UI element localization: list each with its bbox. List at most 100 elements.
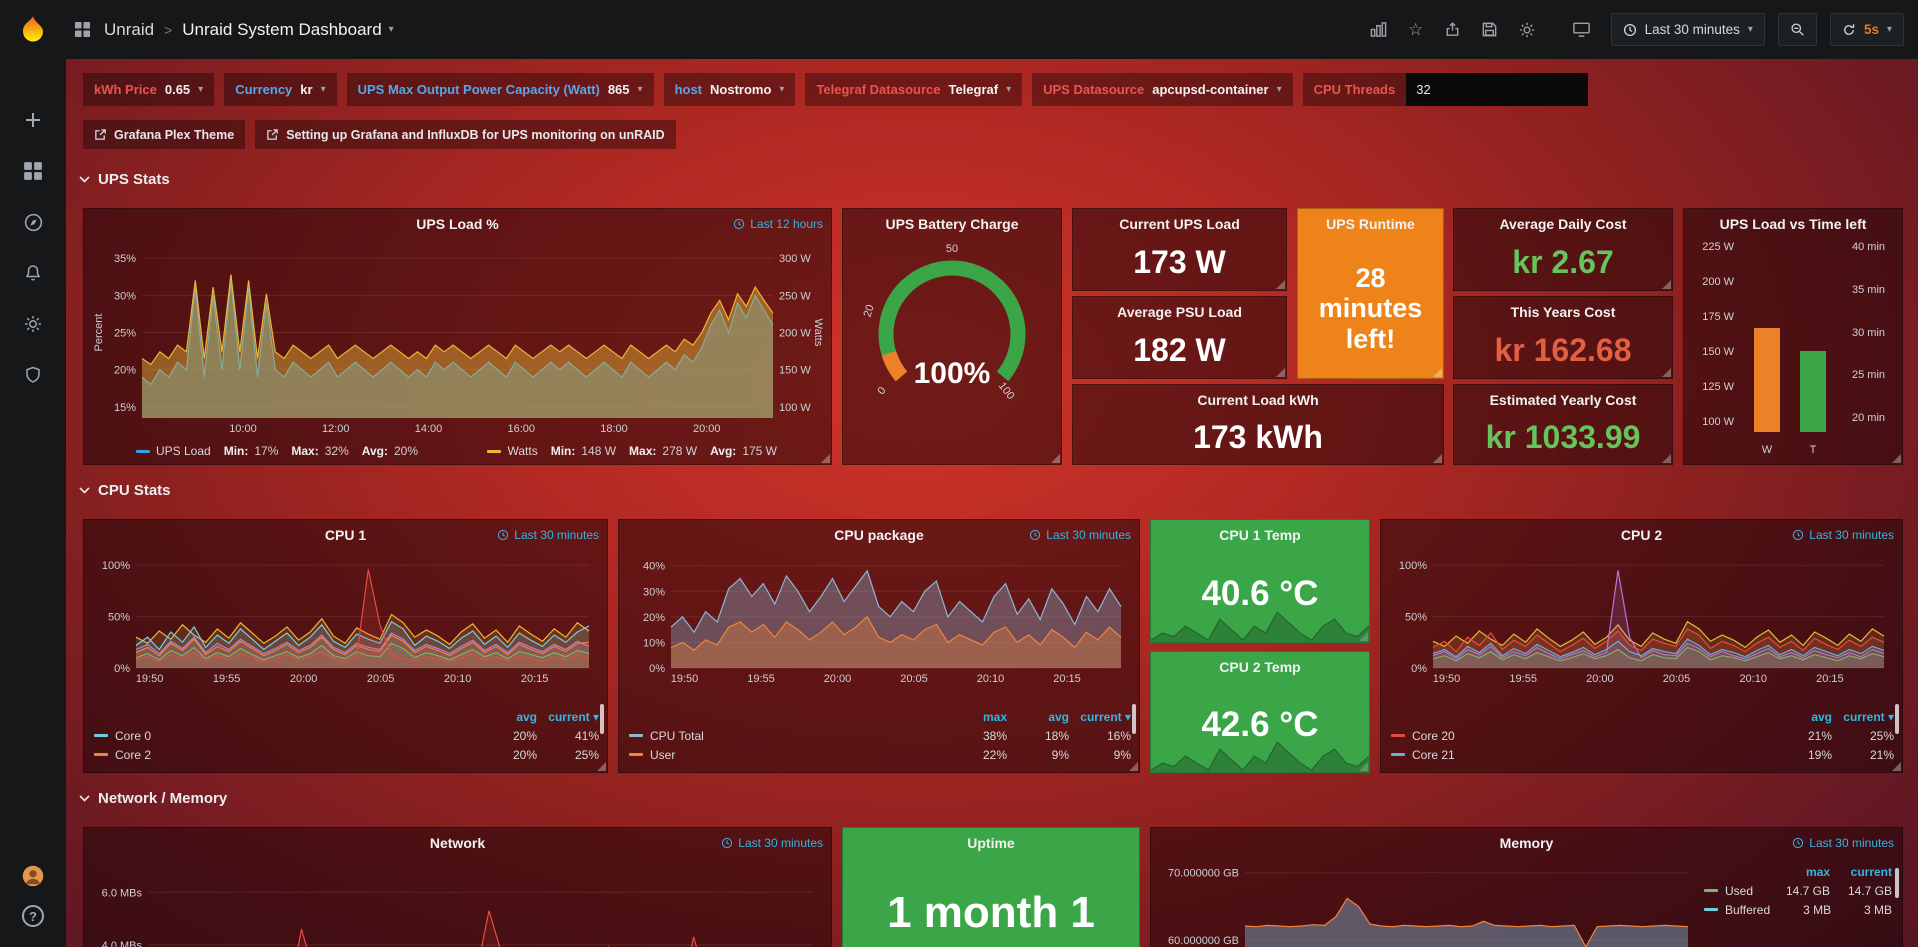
panel-resize-handle[interactable] — [1662, 454, 1671, 463]
legend-column-avg[interactable]: avg — [516, 709, 537, 724]
panel-time-override: Last 30 minutes — [1792, 836, 1894, 850]
panel-title[interactable]: Estimated Yearly Cost — [1489, 392, 1637, 408]
legend-series[interactable]: Core 21 — [1391, 748, 1770, 762]
help-icon[interactable]: ? — [22, 905, 44, 927]
panel-title[interactable]: CPU 2 Temp — [1219, 659, 1301, 675]
configuration-gear-icon[interactable] — [22, 313, 44, 335]
row-header-cpu-stats[interactable]: CPU Stats — [79, 482, 171, 499]
panel-title[interactable]: Memory — [1499, 835, 1554, 851]
server-admin-shield-icon[interactable] — [22, 364, 44, 386]
settings-gear-icon[interactable] — [1511, 14, 1543, 46]
legend-scrollbar[interactable] — [1895, 704, 1899, 734]
row-header-network-memory[interactable]: Network / Memory — [79, 790, 227, 807]
legend-series[interactable]: CPU Total — [629, 729, 945, 743]
panel-resize-handle[interactable] — [1276, 368, 1285, 377]
cpu1-chart[interactable]: 100% 50% 0% 19:50 19:55 20:00 20:05 20:10 20:15 — [90, 550, 601, 686]
dashboards-icon[interactable] — [22, 160, 44, 182]
panel-title[interactable]: Average PSU Load — [1117, 304, 1242, 320]
ups-vs-time-bars: 225 W 200 W 175 W 150 W 125 W 100 W W T 40 min 35… — [1690, 239, 1896, 458]
panel-title[interactable]: This Years Cost — [1510, 304, 1616, 320]
save-icon[interactable] — [1474, 14, 1506, 46]
panel-title[interactable]: Uptime — [967, 835, 1015, 851]
panel-title[interactable]: CPU 2 — [1620, 527, 1663, 543]
panel-title[interactable]: CPU 1 — [324, 527, 367, 543]
panel-title[interactable]: Current UPS Load — [1119, 216, 1240, 232]
add-panel-icon[interactable] — [1363, 14, 1395, 46]
panel-title[interactable]: UPS Battery Charge — [885, 216, 1019, 232]
legend-series[interactable]: Watts — [507, 444, 538, 458]
apps-grid-icon[interactable] — [66, 14, 98, 46]
panel-resize-handle[interactable] — [1051, 454, 1060, 463]
panel-resize-handle[interactable] — [1359, 762, 1368, 771]
legend-column-current[interactable]: current ▾ — [1080, 709, 1131, 724]
var-value[interactable]: kr — [300, 82, 313, 97]
panel-title[interactable]: CPU package — [834, 527, 924, 543]
panel-resize-handle[interactable] — [1433, 454, 1442, 463]
legend-column-max[interactable]: max — [982, 709, 1007, 724]
panel-resize-handle[interactable] — [1359, 632, 1368, 641]
avatar[interactable] — [22, 865, 44, 887]
panel-title[interactable]: CPU 1 Temp — [1219, 527, 1301, 543]
panel-title[interactable]: UPS Load % — [416, 216, 499, 232]
time-range-picker[interactable]: Last 30 minutes ▾ — [1610, 13, 1765, 46]
panel-title[interactable]: Network — [429, 835, 486, 851]
panel-title[interactable]: UPS Load vs Time left — [1719, 216, 1867, 232]
cpu-package-chart[interactable]: 40% 30% 20% 10% 0% 19:50 19:55 20:00 20:05 20:10 2… — [625, 550, 1133, 686]
panel-resize-handle[interactable] — [597, 762, 606, 771]
grafana-flame-icon — [23, 15, 43, 41]
legend-column-avg[interactable]: avg — [1048, 709, 1069, 724]
explore-compass-icon[interactable] — [22, 211, 44, 233]
legend-scrollbar[interactable] — [600, 704, 604, 734]
panel-resize-handle[interactable] — [1276, 280, 1285, 289]
star-icon[interactable]: ☆ — [1407, 19, 1424, 39]
legend-series[interactable]: Buffered — [1704, 903, 1770, 917]
cpu-threads-input[interactable] — [1406, 73, 1589, 106]
legend-series[interactable]: UPS Load — [156, 444, 211, 458]
cpu2-chart[interactable]: 100% 50% 0% 19:50 19:55 20:00 20:05 20:10 20:15 — [1387, 550, 1896, 686]
legend-series[interactable]: Core 2 — [94, 748, 475, 762]
panel-resize-handle[interactable] — [1892, 762, 1901, 771]
legend-column-max[interactable]: max — [1805, 864, 1830, 879]
tv-mode-icon[interactable] — [1566, 14, 1598, 46]
share-icon[interactable] — [1437, 14, 1469, 46]
breadcrumb-app[interactable]: Unraid — [104, 19, 155, 39]
panel-resize-handle[interactable] — [1129, 762, 1138, 771]
var-value[interactable]: Nostromo — [710, 82, 772, 97]
svg-text:Watts: Watts — [812, 319, 824, 347]
legend-series[interactable]: Core 0 — [94, 729, 475, 743]
dashboard-link-ups-guide[interactable]: Setting up Grafana and InfluxDB for UPS … — [255, 120, 676, 149]
panel-title[interactable]: UPS Runtime — [1326, 216, 1415, 232]
dashboard-link-plex-theme[interactable]: Grafana Plex Theme — [83, 120, 246, 149]
panel-resize-handle[interactable] — [1662, 368, 1671, 377]
var-value[interactable]: apcupsd-container — [1152, 82, 1269, 97]
alerting-bell-icon[interactable] — [22, 262, 44, 284]
refresh-button[interactable]: 5s ▾ — [1829, 13, 1904, 46]
ups-load-chart[interactable]: 35% 30% 25% 20% 15% 300 W 250 W 200 W 150 W 100 W… — [90, 239, 825, 436]
legend-series[interactable]: Core 20 — [1391, 729, 1770, 743]
panel-resize-handle[interactable] — [1662, 280, 1671, 289]
legend-column-current[interactable]: current ▾ — [548, 709, 599, 724]
row-header-ups-stats[interactable]: UPS Stats — [79, 171, 170, 188]
zoom-out-button[interactable] — [1777, 13, 1817, 46]
create-plus-icon[interactable] — [22, 109, 44, 131]
panel-resize-handle[interactable] — [1892, 454, 1901, 463]
panel-title[interactable]: Average Daily Cost — [1499, 216, 1627, 232]
grafana-logo[interactable] — [0, 15, 66, 45]
svg-text:20:15: 20:15 — [1816, 673, 1844, 685]
panel-title[interactable]: Current Load kWh — [1197, 392, 1319, 408]
legend-column-current[interactable]: current ▾ — [1843, 709, 1894, 724]
legend-column-current[interactable]: current — [1850, 864, 1892, 879]
legend-scrollbar[interactable] — [1895, 868, 1899, 898]
panel-resize-handle[interactable] — [1433, 368, 1442, 377]
var-value[interactable]: Telegraf — [948, 82, 999, 97]
legend-scrollbar[interactable] — [1132, 704, 1136, 734]
var-value[interactable]: 865 — [607, 82, 630, 97]
legend-column-avg[interactable]: avg — [1811, 709, 1832, 724]
dashboard-title-dropdown[interactable]: Unraid System Dashboard ▾ — [182, 20, 393, 40]
legend-series[interactable]: Used — [1704, 884, 1768, 898]
legend-series[interactable]: User — [629, 748, 945, 762]
var-value[interactable]: 0.65 — [164, 82, 191, 97]
panel-resize-handle[interactable] — [821, 454, 830, 463]
